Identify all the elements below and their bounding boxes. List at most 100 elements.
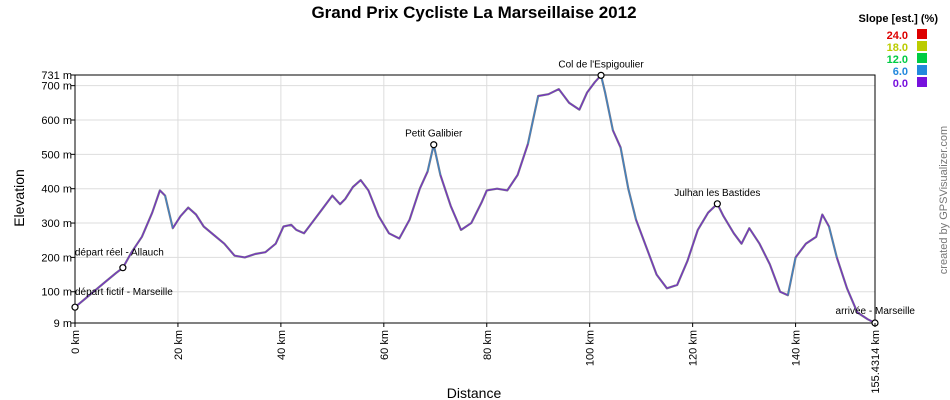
- y-tick-label: 400 m: [41, 184, 72, 196]
- slope-segment: [486, 188, 498, 191]
- slope-segment: [339, 198, 346, 205]
- slope-segment: [195, 214, 205, 227]
- legend-swatch: [917, 53, 927, 63]
- legend-entry-label: 18.0: [887, 42, 908, 54]
- slope-segment: [95, 281, 107, 291]
- slope-segment: [815, 214, 823, 237]
- y-tick-label: 731 m: [41, 70, 72, 82]
- slope-segment: [836, 257, 848, 289]
- x-tick-label: 120 km: [688, 330, 700, 366]
- y-tick-label: 9 m: [54, 318, 72, 330]
- slope-segment: [846, 288, 858, 313]
- slope-segment: [378, 215, 390, 234]
- slope-segment: [360, 179, 369, 191]
- legend-swatch: [917, 65, 927, 75]
- slope-segment: [857, 311, 868, 320]
- x-axis-ticks: 0 km 20 km 40 km 60 km 80 km 100 km 120 km 140 …: [70, 323, 882, 394]
- waypoint-marker: [430, 141, 438, 149]
- slope-segment: [627, 188, 637, 220]
- legend-entry-label: 24.0: [887, 30, 908, 42]
- slope-segment: [506, 174, 519, 191]
- slope-segment: [223, 243, 235, 257]
- slope-segment: [409, 188, 421, 220]
- slope-segment: [527, 95, 539, 145]
- slope-segment: [517, 143, 529, 176]
- slope-segment: [419, 171, 429, 189]
- slope-segment: [84, 289, 96, 299]
- slope-segment: [187, 207, 197, 215]
- slope-segment: [131, 236, 143, 253]
- y-tick-label: 100 m: [41, 287, 72, 299]
- slope-segment: [265, 243, 277, 253]
- slope-segment: [172, 215, 181, 229]
- slope-segment: [296, 229, 305, 234]
- slope-segment: [612, 130, 622, 148]
- slope-segment: [481, 190, 488, 203]
- x-tick-label: 20 km: [173, 330, 185, 360]
- legend-title: Slope [est.] (%): [859, 13, 939, 25]
- slope-segment: [666, 284, 678, 289]
- chart-title: Grand Prix Cycliste La Marseillaise 2012: [311, 3, 636, 22]
- y-tick-label: 600 m: [41, 115, 72, 127]
- slope-segment: [805, 236, 817, 245]
- waypoint-marker: [597, 71, 605, 79]
- legend-swatch: [917, 29, 927, 39]
- slope-segment: [283, 224, 292, 227]
- slope-segment: [568, 102, 580, 111]
- slope-segment: [203, 226, 215, 236]
- legend-swatch: [917, 77, 927, 87]
- slope-segment: [427, 144, 435, 172]
- slope-segment: [433, 144, 441, 176]
- slope-segment: [733, 233, 742, 244]
- x-tick-label: 140 km: [791, 330, 803, 366]
- x-tick-label: 80 km: [482, 330, 494, 360]
- slope-segment: [795, 243, 807, 258]
- slope-segment: [460, 222, 472, 231]
- slope-segment: [141, 212, 153, 237]
- x-tick-label: 155.4314 km: [870, 330, 882, 394]
- slope-segment: [828, 226, 838, 258]
- slope-segment: [645, 246, 658, 275]
- y-tick-label: 700 m: [41, 81, 72, 93]
- slope-segment: [398, 219, 410, 239]
- slope-segment: [769, 264, 781, 292]
- slope-segment: [697, 212, 709, 231]
- plot-frame: [74, 74, 876, 324]
- slope-segment: [159, 190, 166, 196]
- waypoint-marker: [71, 303, 79, 311]
- legend-entry-label: 0.0: [893, 78, 908, 90]
- x-tick-label: 40 km: [276, 330, 288, 360]
- slope-segment: [290, 224, 297, 231]
- slope-segment: [275, 226, 284, 244]
- y-tick-label: 300 m: [41, 218, 72, 230]
- slope-segment: [352, 179, 361, 188]
- legend-swatch: [917, 41, 927, 51]
- slope-segment: [563, 95, 570, 104]
- slope-segment: [748, 227, 760, 244]
- slope-segment: [470, 202, 483, 224]
- slope-segment: [311, 209, 323, 224]
- slope-segment: [367, 190, 380, 217]
- slope-legend: Slope [est.] (%) 24.018.012.06.00.0: [859, 13, 939, 90]
- legend-entry-label: 6.0: [893, 66, 908, 78]
- slope-segment: [723, 215, 735, 234]
- waypoint-label: départ fictif - Marseille: [75, 287, 173, 298]
- slope-segment: [164, 195, 174, 229]
- slope-segment: [234, 255, 245, 258]
- slope-segment: [558, 88, 565, 97]
- waypoint-label: Col de l'Espigoulier: [558, 59, 644, 70]
- slope-segment: [450, 205, 462, 231]
- y-axis-label: Elevation: [11, 169, 27, 227]
- slope-segment: [496, 188, 508, 191]
- slope-segment: [538, 93, 549, 97]
- waypoint-marker: [713, 200, 721, 208]
- waypoints: départ fictif - Marseille départ réel - A…: [71, 59, 915, 327]
- legend-entry-label: 12.0: [887, 54, 908, 66]
- slope-segment: [656, 274, 668, 289]
- waypoint-label: Julhan les Bastides: [674, 188, 760, 199]
- slope-segment: [180, 207, 189, 217]
- slope-segment: [787, 257, 797, 296]
- slope-segment: [759, 243, 771, 265]
- y-axis-ticks: 9 m 100 m 200 m 300 m 400 m 500 m 600 m 700 m73…: [41, 70, 75, 330]
